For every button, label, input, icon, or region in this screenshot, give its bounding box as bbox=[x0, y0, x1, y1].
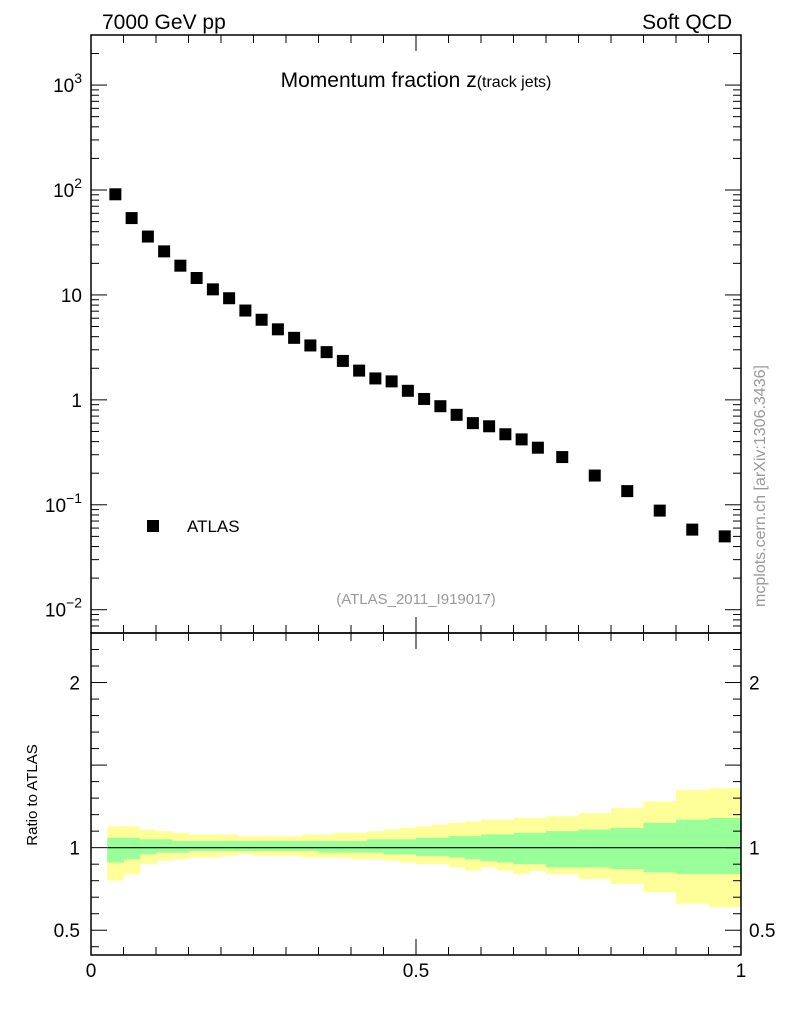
data-point-0-29 bbox=[621, 485, 634, 498]
band-1-bin-21 bbox=[448, 836, 466, 858]
main-ytick-label-1: 10−1 bbox=[45, 490, 82, 517]
band-1-bin-28 bbox=[578, 829, 612, 868]
main-axis-ticks: 10−2 10−1 1 10 102 103 bbox=[45, 34, 742, 634]
legend-label-atlas: ATLAS bbox=[187, 517, 240, 536]
analysis-id-label: (ATLAS_2011_I919017) bbox=[336, 591, 496, 608]
band-1-bin-11 bbox=[286, 841, 303, 851]
band-1-bin-0 bbox=[107, 837, 124, 863]
data-point-0-25 bbox=[515, 433, 528, 446]
main-ytick-label-5: 103 bbox=[53, 70, 82, 97]
main-data-points bbox=[109, 188, 731, 543]
main-ytick-label-0: 10−2 bbox=[45, 595, 82, 622]
data-point-0-13 bbox=[320, 346, 333, 359]
data-point-0-20 bbox=[434, 400, 447, 413]
data-point-0-8 bbox=[239, 304, 252, 317]
data-point-0-18 bbox=[401, 384, 414, 397]
ratio-ytick-label-right-0: 0.5 bbox=[749, 921, 775, 942]
data-point-0-27 bbox=[556, 451, 569, 464]
ratio-axis-ticks: 0.5 0.51 12 20 0.5 1 bbox=[54, 632, 775, 982]
data-point-0-15 bbox=[353, 364, 366, 377]
header-right-label: Soft QCD bbox=[642, 11, 732, 34]
legend-marker-atlas bbox=[147, 520, 159, 532]
band-1-bin-14 bbox=[334, 841, 352, 853]
band-1-bin-1 bbox=[123, 837, 141, 860]
band-1-bin-17 bbox=[383, 839, 401, 855]
band-1-bin-19 bbox=[416, 837, 433, 856]
header-left-label: 7000 GeV pp bbox=[102, 11, 226, 34]
data-point-0-23 bbox=[483, 420, 496, 433]
band-1-bin-3 bbox=[156, 839, 173, 853]
band-1-bin-18 bbox=[399, 839, 417, 855]
main-ytick-label-3: 10 bbox=[61, 286, 82, 307]
data-point-0-9 bbox=[255, 313, 268, 326]
data-point-0-19 bbox=[418, 392, 431, 405]
ratio-ytick-label-right-1: 1 bbox=[749, 839, 760, 860]
data-point-0-5 bbox=[190, 271, 203, 284]
ratio-ytick-label-left-2: 2 bbox=[69, 674, 80, 695]
data-point-0-16 bbox=[369, 372, 382, 385]
ratio-ytick-label-right-2: 2 bbox=[749, 674, 760, 695]
data-point-0-22 bbox=[466, 417, 479, 430]
data-point-0-31 bbox=[686, 523, 699, 536]
band-1-bin-16 bbox=[367, 839, 384, 853]
data-point-0-3 bbox=[158, 245, 171, 258]
main-plot-panel: 10−2 10−1 1 10 102 103 Momentum fraction z(tr… bbox=[45, 34, 742, 634]
data-point-0-28 bbox=[588, 469, 601, 482]
data-point-0-4 bbox=[174, 259, 187, 272]
xtick-label-2: 1 bbox=[736, 961, 747, 982]
ratio-ytick-label-left-1: 1 bbox=[69, 839, 80, 860]
main-plot-frame bbox=[90, 34, 742, 634]
band-1-bin-4 bbox=[172, 841, 189, 853]
data-point-0-24 bbox=[499, 428, 512, 441]
main-ytick-label-4: 102 bbox=[53, 175, 82, 202]
band-1-bin-26 bbox=[529, 832, 547, 865]
band-1-bin-25 bbox=[513, 832, 531, 865]
xtick-label-1: 0.5 bbox=[403, 961, 429, 982]
band-1-bin-27 bbox=[546, 831, 579, 868]
band-1-bin-24 bbox=[497, 834, 514, 863]
band-1-bin-13 bbox=[318, 841, 336, 853]
band-1-bin-29 bbox=[611, 827, 644, 870]
data-point-0-10 bbox=[271, 323, 284, 336]
data-point-0-6 bbox=[206, 283, 219, 296]
data-point-0-12 bbox=[304, 339, 317, 352]
band-1-bin-15 bbox=[351, 841, 368, 853]
data-point-0-11 bbox=[288, 331, 301, 344]
data-point-0-2 bbox=[141, 230, 154, 243]
ratio-plot-panel: 0.5 0.51 12 20 0.5 1 Ratio to ATLAS bbox=[24, 632, 775, 982]
data-point-0-21 bbox=[450, 408, 463, 421]
ratio-y-axis-label: Ratio to ATLAS bbox=[24, 744, 41, 845]
band-1-bin-7 bbox=[221, 841, 238, 851]
band-1-bin-32 bbox=[708, 817, 742, 875]
band-1-bin-20 bbox=[432, 837, 449, 856]
band-1-bin-10 bbox=[269, 841, 287, 851]
data-point-0-1 bbox=[125, 212, 138, 225]
ratio-ytick-label-left-0: 0.5 bbox=[54, 921, 80, 942]
data-point-0-14 bbox=[336, 354, 349, 367]
data-point-0-26 bbox=[531, 441, 544, 454]
data-point-0-32 bbox=[718, 530, 731, 543]
xtick-label-0: 0 bbox=[86, 961, 97, 982]
ratio-uncertainty-bands bbox=[107, 788, 742, 908]
side-label: mcplots.cern.ch [arXiv:1306.3436] bbox=[752, 365, 769, 607]
band-1-bin-8 bbox=[237, 841, 254, 851]
band-1-bin-2 bbox=[139, 839, 157, 855]
main-plot-title: Momentum fraction z(track jets) bbox=[281, 69, 552, 92]
band-1-bin-31 bbox=[676, 819, 709, 875]
data-point-0-0 bbox=[109, 188, 122, 201]
band-1-bin-6 bbox=[204, 841, 222, 851]
data-point-0-30 bbox=[653, 504, 666, 517]
band-1-bin-9 bbox=[253, 841, 271, 851]
ratio-plot-frame bbox=[90, 632, 742, 956]
data-point-0-7 bbox=[223, 292, 236, 305]
data-point-0-17 bbox=[385, 375, 398, 388]
band-1-bin-5 bbox=[188, 841, 206, 851]
band-1-bin-12 bbox=[302, 841, 319, 851]
main-ytick-label-2: 1 bbox=[71, 391, 82, 412]
